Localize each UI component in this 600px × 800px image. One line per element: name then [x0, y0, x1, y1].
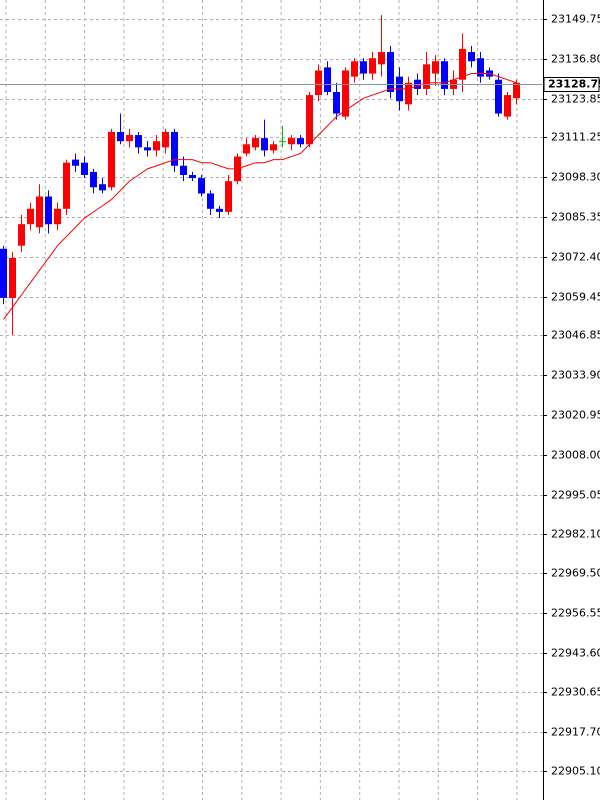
candle-body: [315, 70, 322, 96]
candle-body: [36, 196, 43, 228]
candle-body: [405, 82, 412, 105]
y-tick-label: 23008.00: [551, 449, 600, 462]
candle-body: [333, 92, 340, 114]
candle-body: [288, 138, 295, 145]
candle-body: [495, 79, 502, 114]
candle-body: [207, 193, 214, 209]
candle-body: [324, 67, 331, 93]
y-tick-label: 23046.85: [551, 329, 600, 342]
candle-body: [18, 224, 25, 246]
candle-body: [297, 138, 304, 145]
y-tick-label: 23085.35: [551, 211, 600, 224]
candle-body: [135, 135, 142, 148]
candle-body: [216, 208, 223, 212]
y-tick-label: 22969.50: [551, 567, 600, 580]
y-tick-label: 23149.75: [551, 13, 600, 26]
candle-body: [468, 52, 475, 62]
candle-body: [144, 147, 151, 151]
candle-body: [477, 58, 484, 77]
candle-body: [261, 138, 268, 151]
y-tick-label: 23123.85: [551, 93, 600, 106]
y-tick-label: 22930.65: [551, 686, 600, 699]
y-tick-label: 22982.10: [551, 528, 600, 541]
candle-body: [72, 159, 79, 166]
current-price-box: [543, 77, 600, 92]
candle-body: [117, 131, 124, 142]
candle-body: [27, 208, 34, 225]
candle-body: [351, 61, 358, 77]
candle-body: [423, 64, 430, 89]
candle-body: [243, 144, 250, 154]
candle-body: [378, 52, 385, 65]
candle-body: [189, 174, 196, 179]
candle-body: [198, 178, 205, 194]
y-tick-label: 23020.95: [551, 409, 600, 422]
candle-body: [387, 52, 394, 93]
candle-body: [252, 138, 259, 148]
candle-body: [54, 208, 61, 225]
y-tick-label: 23111.25: [551, 131, 600, 144]
candle-body: [162, 131, 169, 148]
candle-body: [45, 196, 52, 225]
candle-body: [432, 61, 439, 74]
current-price-label: 23128.75: [548, 78, 600, 91]
candle-body: [81, 162, 88, 175]
y-tick-label: 22995.05: [551, 489, 600, 502]
y-tick-label: 23072.40: [551, 251, 600, 264]
candle-body: [279, 141, 286, 143]
candle-body: [171, 131, 178, 166]
candle-body: [504, 95, 511, 117]
candle-body: [225, 181, 232, 212]
candle-body: [306, 95, 313, 145]
candle-body: [108, 131, 115, 188]
moving-average: [3, 73, 517, 320]
y-tick-label: 22917.70: [551, 726, 600, 739]
candle-body: [360, 61, 367, 74]
candle-body: [126, 135, 133, 142]
candle-body: [459, 48, 466, 80]
candle-body: [342, 70, 349, 117]
candle-body: [9, 257, 16, 298]
y-tick-label: 22905.10: [551, 765, 600, 778]
y-tick-label: 22956.55: [551, 607, 600, 620]
candle-body: [153, 141, 160, 151]
y-tick-label: 23098.30: [551, 171, 600, 184]
candle-body: [63, 162, 70, 209]
candle-body: [513, 82, 520, 99]
candle-body: [369, 58, 376, 74]
candle-body: [90, 171, 97, 188]
y-tick-label: 22943.60: [551, 647, 600, 660]
candle-body: [441, 61, 448, 89]
candle-body: [180, 165, 187, 175]
y-tick-label: 23136.80: [551, 53, 600, 66]
candle-body: [99, 184, 106, 191]
candle-body: [270, 144, 277, 151]
candle-body: [0, 248, 7, 298]
y-tick-label: 23059.45: [551, 291, 600, 304]
y-tick-label: 23033.90: [551, 369, 600, 382]
